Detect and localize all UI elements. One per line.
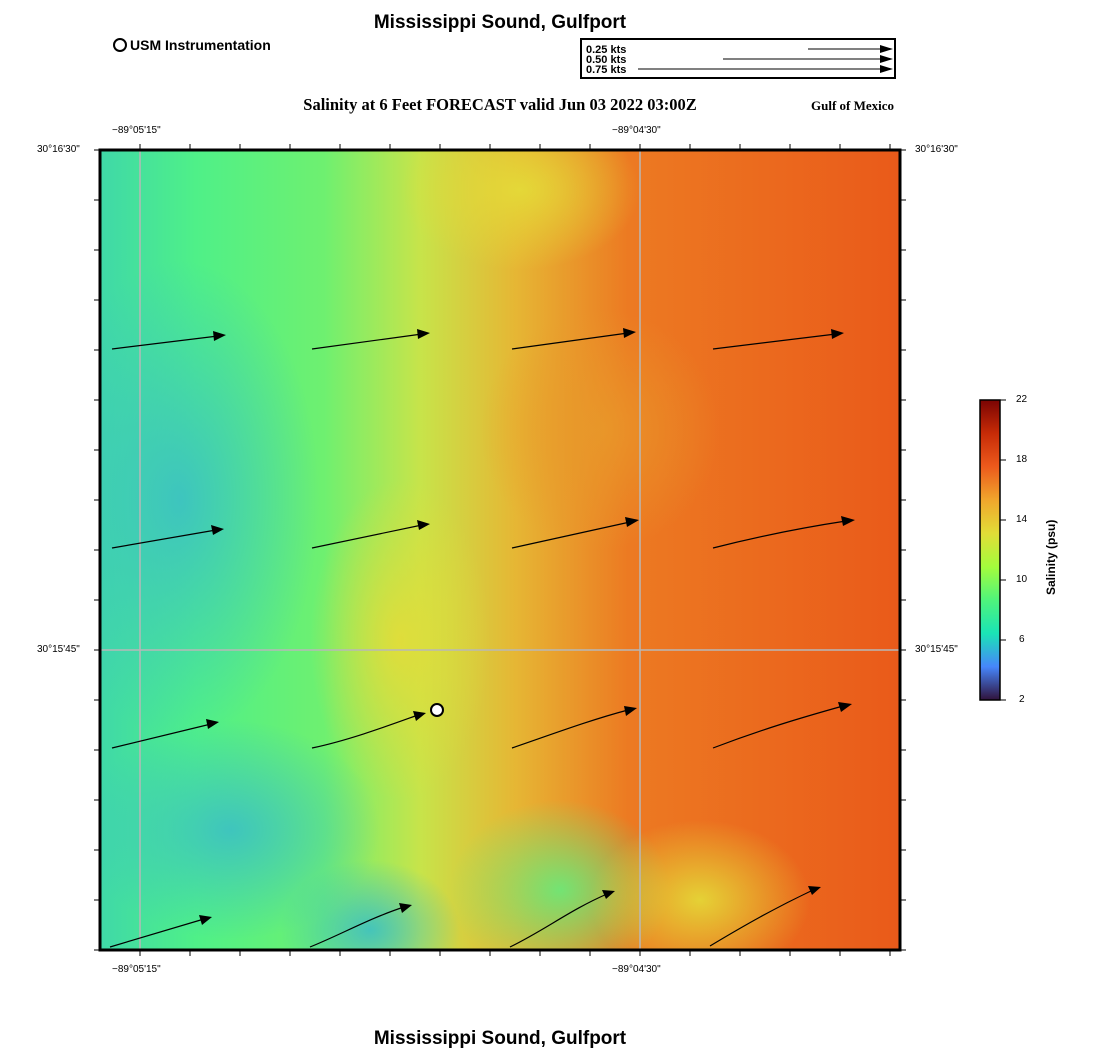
station-legend-label: USM Instrumentation [130, 37, 271, 53]
vector-arrowhead [206, 719, 219, 729]
vector-arrowhead [831, 329, 844, 339]
colorbar-tick-label: 10 [1016, 574, 1028, 585]
current-vector [511, 709, 629, 749]
map-title: Mississippi Sound, Gulfport [373, 12, 627, 33]
vector-legend-arrowhead [880, 65, 893, 73]
bottom-lon-label-0: −89°05'15" [112, 964, 161, 975]
station-circle-icon [113, 38, 127, 52]
colorbar-tick-label: 14 [1016, 514, 1028, 525]
current-vector [311, 333, 423, 350]
frame-ticks [94, 144, 906, 956]
footer-title: Mississippi Sound, Gulfport [373, 1028, 627, 1049]
current-vector [712, 705, 844, 749]
vector-legend-label-2: 0.75 kts [586, 64, 626, 76]
colorbar-tick-label: 2 [1019, 694, 1025, 705]
vector-arrowhead [808, 886, 821, 895]
current-vector [311, 714, 419, 749]
current-vector [111, 529, 217, 549]
bottom-lon-label-1: −89°04'30" [612, 964, 661, 975]
current-vector [709, 889, 814, 947]
colorbar-tick-label: 22 [1016, 394, 1028, 405]
colorbar-title: Salinity (psu) [1044, 519, 1058, 595]
vector-arrowhead [624, 706, 637, 716]
vector-arrowhead [841, 516, 855, 526]
vector-arrowhead [199, 915, 212, 925]
vector-legend-label-1: 0.50 kts [586, 54, 626, 66]
vector-arrowhead [602, 890, 615, 899]
current-vector [109, 918, 205, 948]
current-vector [511, 521, 631, 549]
current-vector [111, 723, 212, 749]
usm-station-marker [430, 703, 444, 717]
vector-arrowhead [623, 328, 636, 338]
vector-arrowhead [417, 520, 430, 530]
top-lon-label-1: −89°04'30" [612, 125, 661, 136]
current-vector [311, 524, 423, 549]
top-lon-label-0: −89°05'15" [112, 125, 161, 136]
vector-legend-arrowhead [880, 45, 893, 53]
current-vector-legend: 0.25 kts 0.50 kts 0.75 kts [580, 38, 896, 79]
salinity-field [100, 150, 900, 950]
right-lat-label-1: 30°15'45" [915, 644, 958, 655]
right-lat-label-0: 30°16'30" [915, 144, 958, 155]
current-vector [712, 520, 847, 549]
current-vectors [109, 332, 847, 948]
salinity-colorbar [979, 399, 1006, 701]
vector-arrowhead [399, 903, 412, 913]
station-legend: USM Instrumentation [113, 37, 271, 53]
current-vector [509, 893, 608, 948]
current-vector-heads [199, 328, 855, 925]
vector-arrowhead [417, 329, 430, 339]
region-label: Gulf of Mexico [811, 98, 895, 113]
map-subtitle: Salinity at 6 Feet FORECAST valid Jun 03… [303, 95, 697, 114]
vector-legend-label-0: 0.25 kts [586, 44, 626, 56]
vector-arrowhead [838, 702, 852, 712]
colorbar-tick-label: 6 [1019, 634, 1025, 645]
vector-arrowhead [213, 331, 226, 341]
colorbar-tick-label: 18 [1016, 454, 1028, 465]
left-lat-label-1: 30°15'45" [37, 644, 80, 655]
graticule [100, 150, 900, 950]
current-vector [712, 333, 837, 350]
vector-arrowhead [625, 517, 639, 527]
left-lat-label-0: 30°16'30" [37, 144, 80, 155]
vector-arrowhead [211, 525, 224, 535]
current-vector [309, 906, 405, 948]
vector-arrowhead [413, 711, 426, 721]
current-vector [511, 332, 629, 350]
colorbar-ramp [979, 399, 1001, 701]
vector-legend-arrowhead [880, 55, 893, 63]
current-vector [111, 335, 219, 350]
